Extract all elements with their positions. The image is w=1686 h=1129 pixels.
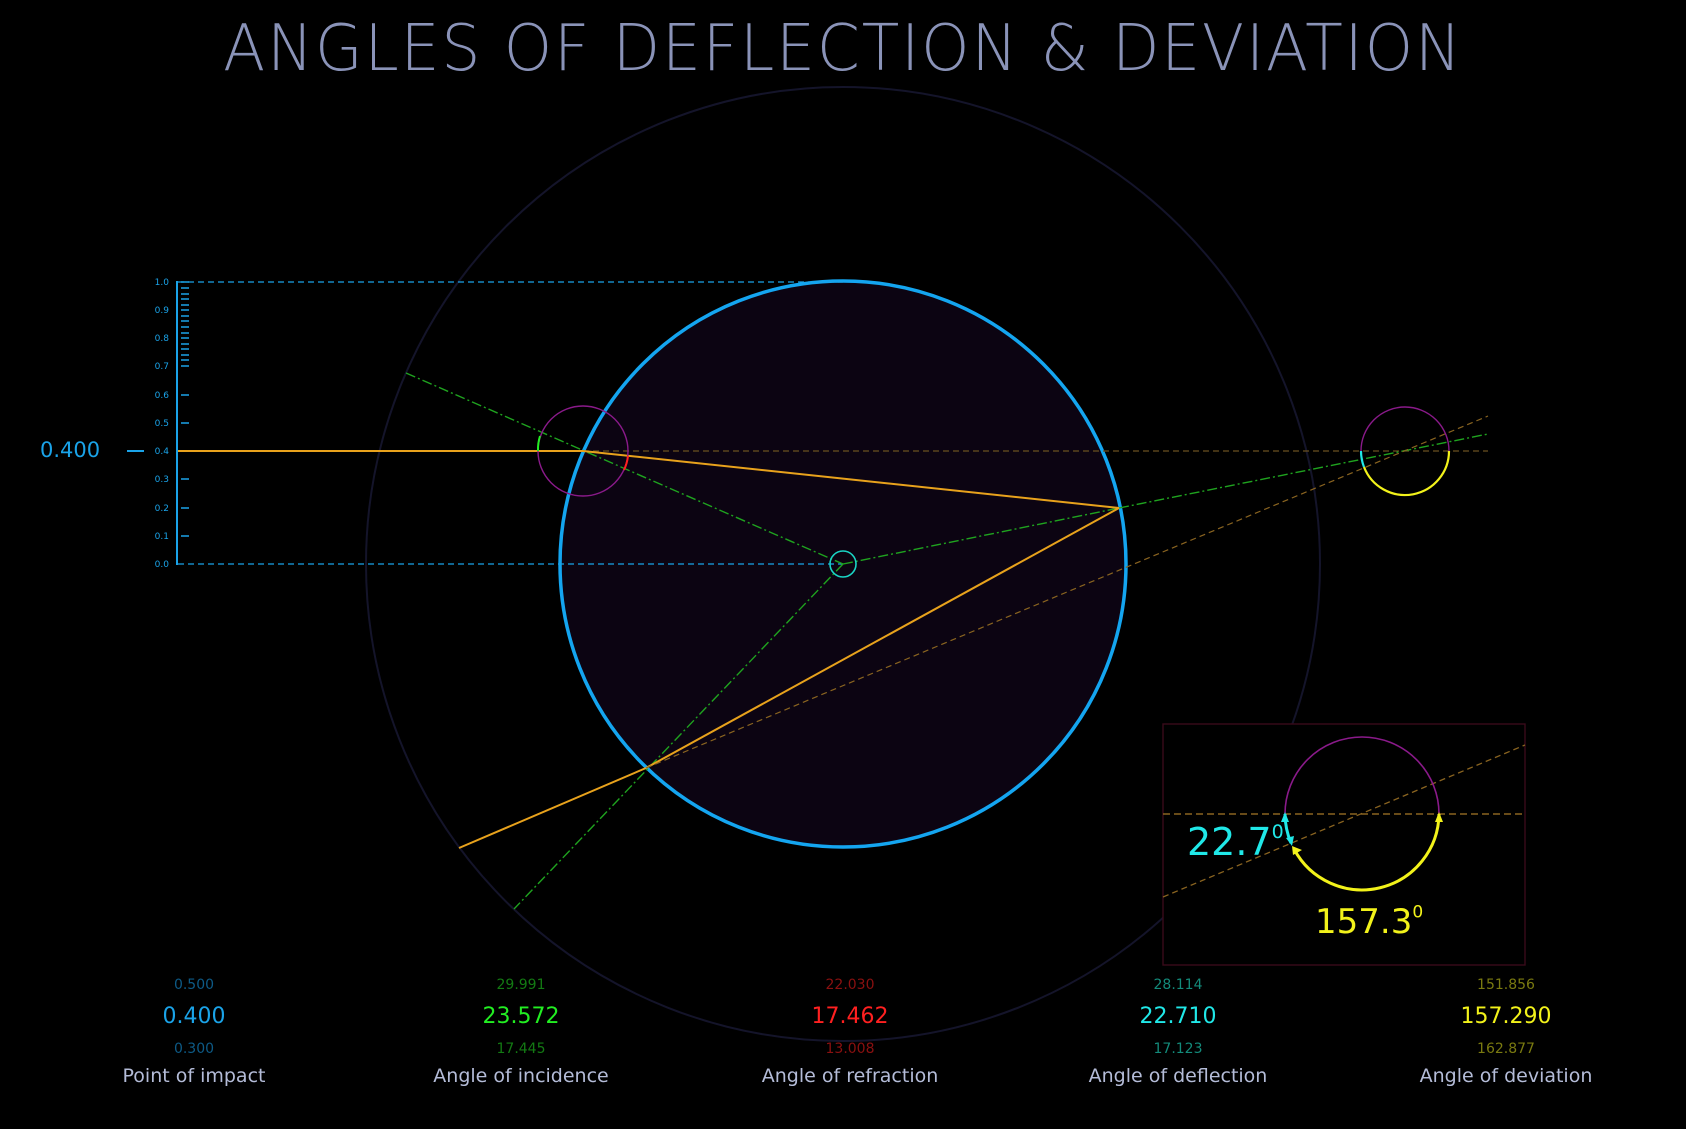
inset-guide-arc (1284, 736, 1440, 815)
deviation-max: 151.856 (1477, 977, 1535, 993)
refraction-max: 22.030 (825, 977, 875, 993)
stat-angle-of-deflection: 28.114 22.710 17.123 Angle of deflection (1028, 975, 1328, 1087)
tick-label: 0.3 (155, 475, 169, 485)
refraction-arc (623, 455, 629, 471)
tick-label: 0.7 (155, 362, 169, 372)
refraction-min: 13.008 (825, 1041, 875, 1057)
inset-deviation-line (1162, 744, 1526, 898)
deviation-min: 162.877 (1477, 1041, 1535, 1057)
exit-ray (458, 767, 647, 849)
normal-internal-bottom (513, 563, 844, 910)
deflection-max: 28.114 (1153, 977, 1203, 993)
tick-label: 0.8 (155, 334, 170, 344)
inset-deviation-arrow-left (1292, 846, 1302, 855)
incidence-max: 29.991 (496, 977, 546, 993)
deviation-value: 157.290 (1460, 1004, 1552, 1029)
inset-deflection-arrow-bottom (1286, 836, 1294, 846)
deflection-min: 17.123 (1153, 1041, 1203, 1057)
deflection-value: 22.710 (1139, 1004, 1217, 1029)
tick-label: 0.1 (155, 532, 169, 542)
incidence-min: 17.445 (496, 1041, 546, 1057)
normal-reflection (842, 507, 1120, 565)
tick-label: 0.2 (155, 504, 169, 514)
center-marker (829, 550, 857, 578)
refraction-label: Angle of refraction (761, 1065, 939, 1087)
exit-ray-extension (645, 415, 1489, 769)
impact-current-label: 0.400 (40, 438, 101, 462)
impact-max: 0.500 (173, 977, 215, 993)
impact-scale (127, 281, 189, 565)
inset-deviation-label: 157.30 (1315, 902, 1424, 942)
inset-deviation-arrow-right (1435, 812, 1443, 822)
zoom-inset-frame (1162, 723, 1526, 966)
impact-value: 0.400 (162, 1004, 226, 1029)
outer-reference-circle (365, 86, 1321, 1042)
stat-angle-of-refraction: 22.030 17.462 13.008 Angle of refraction (700, 975, 1000, 1087)
stat-point-of-impact: 0.500 0.400 0.300 Point of impact (44, 975, 344, 1087)
inset-deviation-arc (1292, 813, 1441, 892)
stat-angle-of-deviation: 151.856 157.290 162.877 Angle of deviati… (1356, 975, 1656, 1087)
deviation-arc (1362, 450, 1451, 497)
tick-label: 0.6 (155, 391, 170, 401)
impact-label: Point of impact (122, 1065, 266, 1087)
incidence-arc (536, 435, 541, 452)
page-title: ANGLES OF DEFLECTION & DEVIATION (223, 12, 1463, 86)
tick-label: 0.4 (155, 447, 170, 457)
stat-angle-of-incidence: 29.991 23.572 17.445 Angle of incidence (371, 975, 671, 1087)
incidence-value: 23.572 (482, 1004, 560, 1029)
deflection-label: Angle of deflection (1088, 1065, 1268, 1087)
normal-exit-extended (1118, 433, 1489, 509)
tick-label: 0.9 (155, 306, 170, 316)
refraction-value: 17.462 (811, 1004, 889, 1029)
inset-deflection-arrow-top (1281, 812, 1289, 822)
tick-label: 0.0 (155, 560, 170, 570)
refracted-ray (582, 450, 1120, 509)
deviation-label: Angle of deviation (1419, 1065, 1593, 1087)
impact-min: 0.300 (173, 1041, 215, 1057)
reflected-ray (645, 507, 1120, 769)
inset-deflection-label: 22.70 (1187, 820, 1284, 864)
tick-label: 0.5 (155, 419, 169, 429)
incidence-label: Angle of incidence (433, 1065, 609, 1087)
deflection-arc (1359, 450, 1366, 468)
tick-label: 1.0 (155, 278, 170, 288)
